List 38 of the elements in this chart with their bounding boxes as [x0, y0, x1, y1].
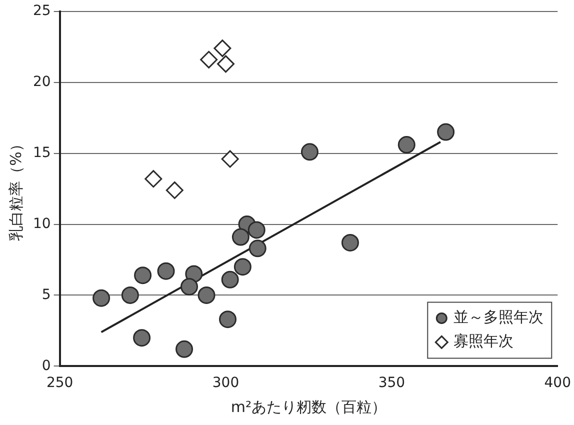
- point: [341, 234, 359, 252]
- point: [221, 270, 239, 288]
- point: [198, 286, 216, 304]
- point: [180, 278, 198, 296]
- point: [133, 329, 151, 347]
- point: [248, 240, 266, 258]
- y-tick-label: 20: [32, 74, 51, 90]
- point: [248, 221, 266, 239]
- point: [157, 262, 175, 280]
- point: [166, 181, 184, 199]
- point: [221, 150, 239, 168]
- point: [214, 40, 232, 58]
- point: [134, 266, 152, 284]
- y-tick-label: 15: [32, 144, 51, 161]
- point: [121, 286, 139, 304]
- point: [217, 55, 235, 73]
- y-tick-label: 25: [32, 3, 51, 20]
- point: [92, 289, 110, 307]
- y-tick-label: 5: [42, 286, 51, 303]
- y-tick-label: 10: [32, 216, 51, 232]
- x-tick-label: 400: [544, 375, 572, 392]
- point: [437, 123, 455, 141]
- point: [398, 136, 416, 154]
- legend-label: 寡照年次: [454, 332, 514, 350]
- x-tick-label: 250: [46, 375, 74, 392]
- point: [144, 170, 162, 188]
- x-tick-label: 350: [378, 375, 406, 392]
- x-axis-title: m²あたり籾数（百粒）: [230, 398, 387, 416]
- x-tick-label: 300: [212, 375, 240, 392]
- y-tick-label: 0: [42, 358, 51, 374]
- point: [232, 228, 250, 246]
- legend-label: 並～多照年次: [454, 308, 544, 326]
- point: [176, 340, 194, 358]
- point: [300, 143, 318, 161]
- point: [234, 258, 252, 276]
- y-axis-title: 乳白粒率（%）: [6, 136, 25, 241]
- point: [200, 50, 218, 68]
- point: [219, 310, 236, 328]
